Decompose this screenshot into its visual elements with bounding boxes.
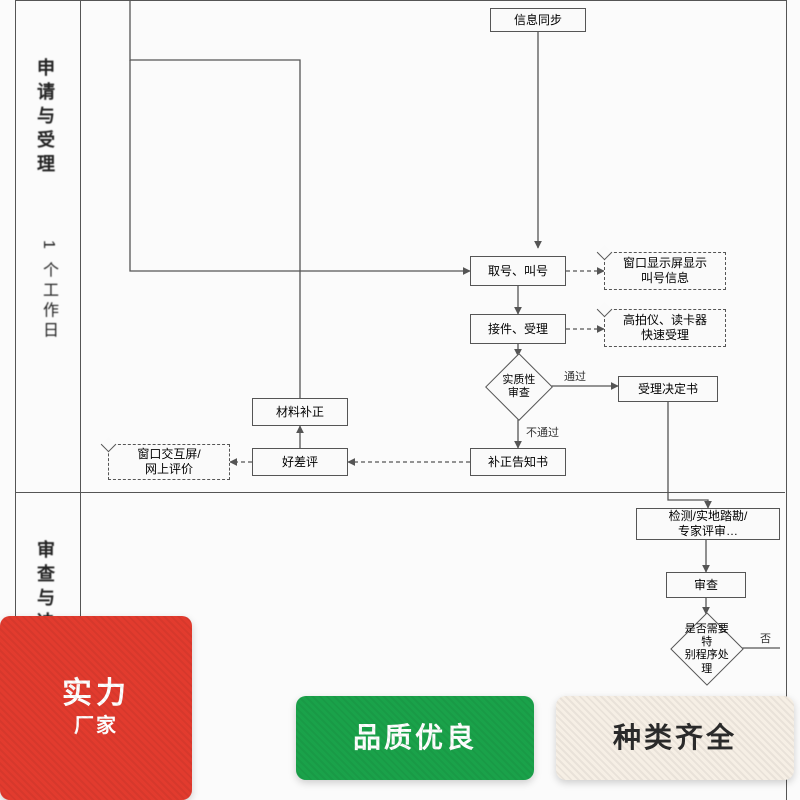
- diamond-lower-label: 是否需要特 别程序处理: [682, 623, 732, 676]
- overlay-badge-green: 品质优良: [296, 696, 534, 780]
- section1-subtitle: 1 个工作日: [36, 240, 60, 341]
- section1-title: 申请与受理: [32, 58, 58, 178]
- overlay-red-big: 实力: [62, 678, 130, 710]
- node-info-sync: 信息同步: [490, 8, 586, 32]
- label-pass: 通过: [564, 368, 586, 384]
- node-accept-decision: 受理决定书: [618, 376, 718, 402]
- overlay-red-small: 厂家: [74, 714, 118, 738]
- diamond-upper-label: 实质性 审查: [496, 374, 542, 400]
- node-correction-notice: 补正告知书: [470, 448, 566, 476]
- overlay-badge-red: 实力 厂家: [0, 616, 192, 800]
- node-inspection-expert: 检测/实地踏勘/ 专家评审…: [636, 508, 780, 540]
- canvas: 申请与受理 1 个工作日 审查与决定 9 个工 信息同步 取号、叫号 窗口显示屏…: [0, 0, 800, 800]
- label-fail: 不通过: [526, 424, 559, 440]
- overlay-peach-text: 种类齐全: [613, 723, 737, 752]
- section-divider: [15, 492, 785, 493]
- node-take-number: 取号、叫号: [470, 256, 566, 286]
- node-material-correction: 材料补正: [252, 398, 348, 426]
- note-take-number: 窗口显示屏显示 叫号信息: [604, 252, 726, 290]
- note-feedback: 窗口交互屏/ 网上评价: [108, 444, 230, 480]
- node-review: 审查: [666, 572, 746, 598]
- note-receive: 高拍仪、读卡器 快速受理: [604, 309, 726, 347]
- label-no: 否: [760, 630, 771, 646]
- overlay-badge-peach: 种类齐全: [556, 696, 794, 780]
- node-receive: 接件、受理: [470, 314, 566, 344]
- node-feedback: 好差评: [252, 448, 348, 476]
- overlay-green-text: 品质优良: [353, 723, 477, 752]
